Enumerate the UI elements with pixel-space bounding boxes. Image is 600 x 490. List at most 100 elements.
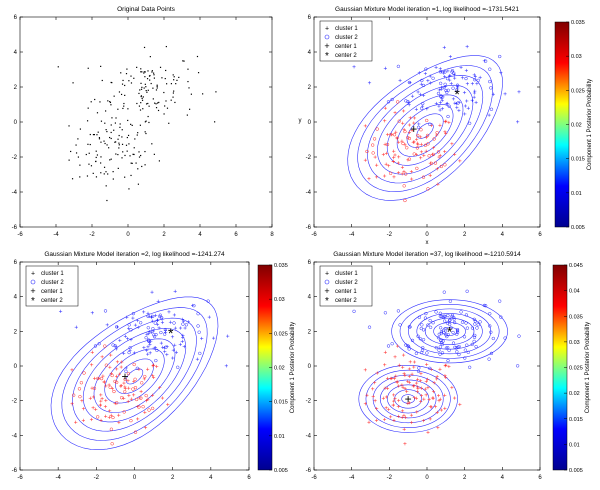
data-point — [106, 130, 108, 133]
data-point-plus — [444, 119, 448, 123]
contour-line — [50, 296, 219, 451]
data-point — [140, 68, 142, 70]
data-point-circle — [154, 358, 158, 363]
contour-line — [399, 303, 500, 359]
data-point-circle — [396, 100, 400, 104]
data-point-plus — [395, 137, 399, 141]
data-point-circle — [470, 342, 474, 347]
data-point-plus — [408, 360, 412, 364]
data-point-circle — [206, 299, 210, 303]
data-point-circle — [426, 323, 430, 327]
contour-line — [406, 113, 444, 148]
data-point-plus — [110, 387, 114, 391]
data-point-plus — [410, 94, 415, 98]
data-point-circle — [424, 311, 428, 316]
data-point-plus — [142, 377, 146, 381]
data-point-plus — [448, 73, 452, 78]
data-point-circle — [108, 385, 112, 389]
data-point — [86, 120, 89, 122]
data-point-plus — [108, 409, 112, 413]
data-point-plus — [172, 313, 177, 317]
data-point-plus — [389, 415, 393, 419]
data-point — [158, 101, 160, 104]
data-point — [115, 153, 117, 155]
y-tick-label: 0 — [14, 364, 18, 370]
data-point — [148, 121, 150, 124]
data-point — [100, 65, 102, 67]
data-point — [151, 71, 153, 73]
data-point-plus — [402, 170, 406, 174]
data-point — [157, 109, 160, 112]
data-point-plus — [181, 333, 185, 338]
data-point-plus — [392, 393, 396, 397]
data-point — [123, 105, 125, 107]
data-point-plus — [419, 372, 423, 376]
data-point-circle — [463, 356, 467, 360]
data-point-plus — [403, 373, 407, 378]
data-point-plus — [114, 345, 118, 349]
data-point-plus — [439, 408, 443, 412]
data-point — [149, 79, 151, 81]
contour-line — [347, 55, 503, 201]
data-point-plus — [146, 367, 150, 371]
x-tick-label: 2 — [463, 475, 467, 481]
data-point-plus — [438, 153, 442, 158]
data-point-plus — [363, 368, 367, 372]
data-point — [79, 176, 81, 178]
data-point — [106, 199, 108, 202]
data-point — [87, 143, 89, 145]
data-point-plus — [472, 73, 476, 77]
legend-entry: cluster 1 — [335, 26, 358, 32]
data-point-circle — [460, 320, 465, 324]
data-point-circle — [448, 299, 453, 303]
data-point-plus — [129, 397, 133, 401]
data-point — [113, 95, 115, 97]
data-point — [98, 138, 101, 140]
data-point — [107, 173, 109, 175]
contour-line — [72, 317, 197, 432]
data-point-plus — [438, 67, 442, 71]
legend-marker-center1: + — [324, 41, 329, 51]
data-point — [197, 72, 200, 74]
data-point-circle — [139, 396, 143, 400]
data-point-circle — [455, 327, 460, 332]
data-point-circle — [450, 70, 454, 74]
data-point — [165, 69, 167, 72]
y-tick-label: 0 — [308, 120, 312, 126]
data-point-plus — [442, 45, 446, 50]
data-point-circle — [176, 365, 180, 369]
data-point-plus — [383, 119, 387, 123]
data-point — [125, 144, 128, 146]
data-point-plus — [375, 163, 379, 167]
data-point-plus — [382, 417, 387, 422]
data-point — [87, 107, 89, 109]
y-tick-label: -6 — [12, 225, 18, 231]
data-point-plus — [414, 396, 418, 400]
data-point — [107, 100, 109, 102]
data-point-plus — [384, 162, 388, 166]
data-point-plus — [482, 59, 486, 63]
data-point-plus — [352, 65, 356, 69]
data-point — [104, 142, 106, 145]
data-point-circle — [428, 325, 433, 329]
data-point-plus — [401, 385, 405, 389]
legend-entry: center 2 — [335, 298, 357, 304]
data-point-plus — [397, 384, 401, 388]
data-point-circle — [159, 330, 163, 335]
data-point-circle — [465, 326, 470, 330]
data-point — [172, 96, 174, 98]
data-point-plus — [470, 82, 475, 86]
data-point — [79, 128, 82, 130]
data-point — [164, 105, 166, 107]
data-point-plus — [428, 173, 432, 178]
data-point-circle — [113, 379, 117, 384]
data-point-plus — [90, 311, 94, 315]
data-point-circle — [421, 328, 426, 332]
data-point-circle — [447, 104, 451, 108]
data-point-plus — [395, 381, 399, 385]
data-point-circle — [475, 326, 479, 330]
data-point-circle — [155, 348, 159, 353]
data-point — [105, 110, 107, 112]
x-tick-label: 6 — [247, 475, 251, 481]
data-point-circle — [459, 310, 463, 314]
